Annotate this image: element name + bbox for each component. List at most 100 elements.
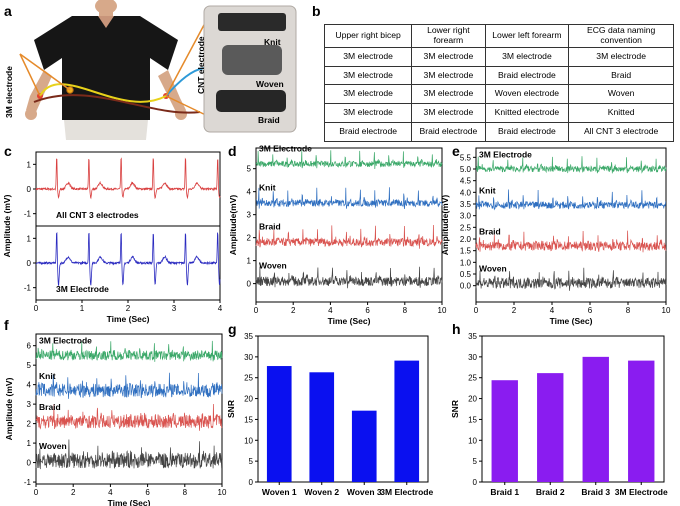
panel-e: e 0 2 4 6 8 10 0.0 0.5 1.0 1.5 2.0 2.5 3.0 3.5 4.0 4.5 5… [440,143,671,326]
y-axis-label: Amplitude (mV) [2,194,12,257]
x-tick-label: 8 [403,306,408,315]
y-tick-label: 2 [247,234,252,243]
naming-table: Upper right bicep Lower right forearm Lo… [323,24,674,142]
sample-knit-label: Knit [264,37,281,47]
panel-g-label: g [228,321,237,337]
panel-e-label: e [452,143,460,159]
table-cell: Knitted electrode [484,103,570,124]
x-tick-label: 6 [365,306,370,315]
series-label-knit: Knit [479,186,496,196]
x-tick-label: 3 [172,304,177,313]
y-tick-label: -1 [24,210,32,219]
x-tick-label: 4 [108,488,113,497]
series-label-braid: Braid [259,222,281,232]
sample-braid-label: Braid [258,115,280,125]
bar-braid-2 [537,373,564,482]
x-axis-label: Time (Sec) [550,316,593,326]
series-label-3m-electrode: 3M Electrode [39,336,92,346]
y-tick-label: 2.5 [460,223,472,232]
series-line-3m-electrode [35,231,221,286]
series-line-braid [35,403,223,431]
y-tick-label: 6 [27,342,32,351]
series-label-braid: Braid [479,226,501,236]
x-axis-label: Time (Sec) [328,316,371,326]
series-label-3m-electrode: 3M Electrode [259,143,312,153]
panel-h-label: h [452,321,461,337]
x-tick-label: 2 [512,306,517,315]
table-cell: Woven electrode [484,84,570,105]
series-line-all-cnt [35,157,221,200]
x-axis-label: Time (Sec) [108,498,151,506]
y-tick-label: 4.5 [460,177,472,186]
series-line-knit [255,187,443,210]
series-line-woven [255,266,443,289]
y-tick-label: 0 [27,459,32,468]
table-cell: Knitted [568,103,674,124]
x-tick-label: 2 [71,488,76,497]
chart-d: 0 2 4 6 8 10 0 1 2 3 4 5 Time (Sec) Amplitude(mV) 3M E… [228,143,447,326]
y-tick-label: 30 [244,353,253,362]
panel-f-label: f [4,317,9,333]
y-tick-label: 10 [244,436,253,445]
series-label-woven: Woven [259,261,287,271]
panel-c-label: c [4,143,12,159]
chart-e: 0 2 4 6 8 10 0.0 0.5 1.0 1.5 2.0 2.5 3.0 3.5 4.0 4.5 5.0… [440,147,671,326]
y-tick-label: 25 [244,374,253,383]
header-lower-right-forearm: Lower right forearm [411,24,486,48]
y-axis-label: Amplitude(mV) [440,195,450,256]
series-label-3m-electrode: 3M Electrode [479,149,532,159]
x-tick-label: 2 [126,304,131,313]
table-row: 3M electrode 3M electrode Knitted electr… [323,103,674,124]
table-cell: Braid electrode [323,122,413,142]
x-tick-label: 3M Electrode [380,487,433,497]
series-line-knit [475,189,667,211]
y-tick-label: 20 [468,395,477,404]
x-tick-label: 0 [34,304,39,313]
panel-g: g 0 5 10 15 20 25 30 35 SNR Woven 1 Woven 2 Woven 3… [226,321,433,497]
chart-h: 0 5 10 15 20 25 30 35 SNR Braid 1 Braid 2 Braid 3 3M… [450,332,668,497]
y-tick-label: 1.5 [460,247,472,256]
x-axis-label: Time (Sec) [107,314,150,324]
table-row: 3M electrode 3M electrode Woven electrod… [323,84,674,105]
y-tick-label: 15 [468,415,477,424]
y-tick-label: 0 [27,259,32,268]
y-tick-label: 3.0 [460,212,472,221]
header-lower-left-forearm: Lower left forearm [484,24,570,48]
x-tick-label: Braid 3 [581,487,610,497]
table-cell: Braid [568,65,674,86]
y-tick-label: 0.0 [460,282,472,291]
y-tick-label: -1 [24,478,32,487]
table-row: 3M electrode 3M electrode 3M electrode 3… [323,46,674,67]
y-tick-label: 2.0 [460,235,472,244]
x-tick-label: 10 [218,488,227,497]
x-tick-label: Woven 1 [262,487,297,497]
series-label-knit: Knit [39,371,56,381]
bar-woven-3 [351,410,377,482]
y-tick-label: 1 [27,439,32,448]
table-cell: 3M electrode [411,84,486,105]
series-label-3m-electrode: 3M Electrode [56,284,109,294]
y-tick-label: 20 [244,395,253,404]
bar-woven-2 [309,372,335,482]
y-tick-label: 0 [247,280,252,289]
table-cell: 3M electrode [411,65,486,86]
panel-a: a [4,0,297,140]
y-axis-label: Amplitude (mV) [4,377,14,440]
y-tick-label: 0.5 [460,270,472,279]
cnt-electrode-label: CNT electrode [196,36,206,94]
table-cell: 3M electrode [484,46,570,67]
table-cell: 3M electrode [568,46,674,67]
series-label-braid: Braid [39,402,61,412]
series-label-woven: Woven [39,441,67,451]
plot-frame [35,333,223,485]
x-tick-label: 8 [626,306,631,315]
header-upper-right-bicep: Upper right bicep [323,24,413,48]
panel-d: d 0 2 4 6 8 10 0 1 2 3 4 5 Time (Sec) Amplitude(mV) 3M… [228,143,447,326]
y-tick-label: 0 [473,478,478,487]
y-tick-label: 5.5 [460,153,472,162]
y-tick-label: 3 [247,211,252,220]
x-tick-label: 0 [34,488,39,497]
chart-g: 0 5 10 15 20 25 30 35 SNR Woven 1 Woven 2 Woven 33M… [226,332,433,497]
table-header-row: Upper right bicep Lower right forearm Lo… [323,24,674,48]
x-tick-label: 0 [474,306,479,315]
